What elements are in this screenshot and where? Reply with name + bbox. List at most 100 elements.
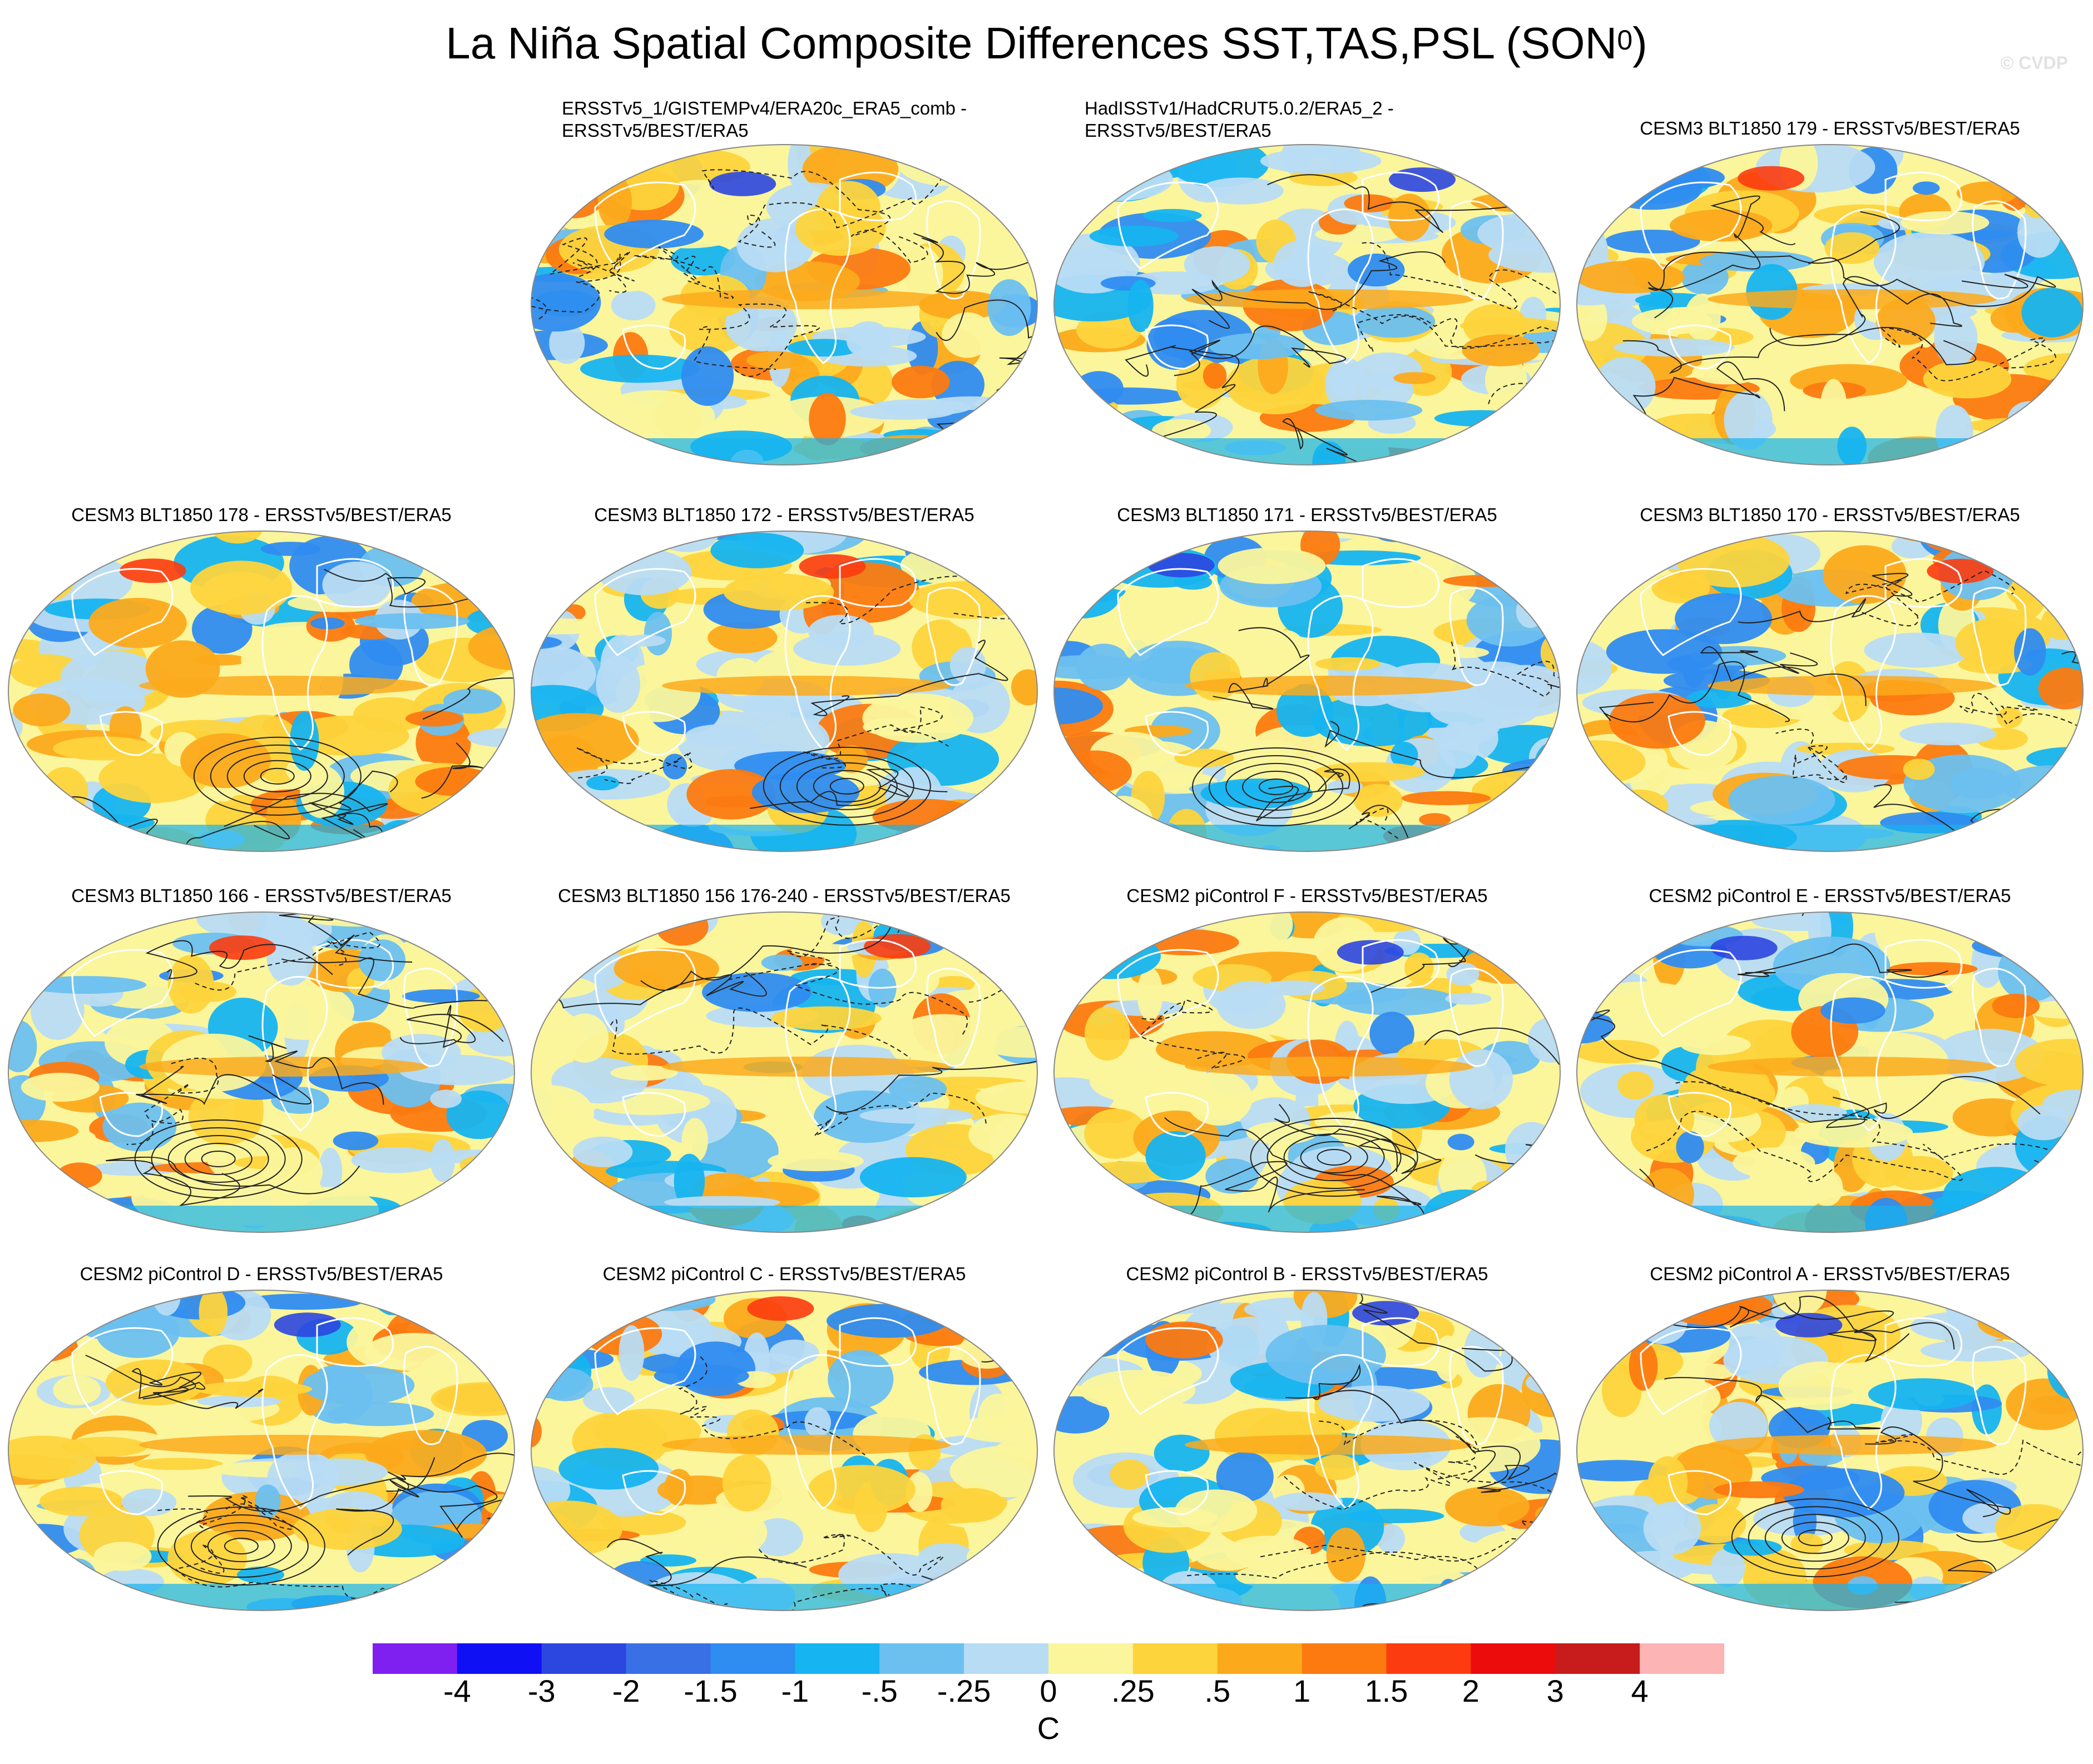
psl-contour-negative [1451, 641, 1560, 711]
anomaly-patch [1248, 740, 1297, 761]
anomaly-patch [981, 156, 1037, 169]
anomaly-patch [1461, 437, 1557, 465]
southern-ocean-anomaly [531, 438, 1037, 465]
equatorial-anomaly-band [1185, 289, 1474, 309]
southern-ocean-anomaly [8, 1584, 514, 1611]
psl-contour-positive [151, 1127, 286, 1191]
anomaly-patch [975, 1290, 1020, 1301]
anomaly-patch [1054, 967, 1066, 1013]
psl-contour-positive [184, 1142, 253, 1175]
anomaly-patch [1216, 1451, 1274, 1502]
anomaly-patch [1594, 357, 1656, 416]
anomaly-patch [293, 1508, 402, 1550]
colorbar-swatch [1302, 1643, 1387, 1674]
anomaly-patch [942, 312, 993, 358]
high-latitude-anomaly [274, 1312, 341, 1337]
anomaly-patch [960, 252, 1001, 298]
anomaly-patch [1175, 1489, 1258, 1533]
high-latitude-anomaly [1337, 940, 1404, 965]
anomaly-patch [1580, 1592, 1649, 1611]
anomaly-patch [1820, 379, 1847, 437]
panel-title: CESM2 piControl A - ERSSTv5/BEST/ERA5 [1568, 1263, 2091, 1307]
anomaly-patch [2042, 1290, 2083, 1317]
psl-contour-negative [693, 303, 820, 377]
anomaly-patch [1899, 722, 1996, 746]
anomaly-patch [1978, 912, 2002, 934]
anomaly-patch [963, 414, 1037, 462]
psl-contour-positive [1370, 912, 1525, 993]
anomaly-patch [1820, 997, 1886, 1024]
anomaly-patch [1469, 425, 1560, 447]
psl-contour-positive [324, 568, 505, 637]
psl-contour-negative [126, 1057, 219, 1145]
anomaly-patch [644, 612, 672, 656]
anomaly-patch [1581, 1332, 1627, 1352]
high-latitude-anomaly [1710, 935, 1778, 960]
anomaly-patch [613, 948, 719, 989]
coastline [1884, 558, 1963, 608]
high-latitude-anomaly [747, 1296, 814, 1321]
colorbar-tick-label: 1 [1293, 1673, 1310, 1704]
anomaly-patch [1054, 1584, 1109, 1611]
anomaly-patch [531, 1562, 600, 1610]
anomaly-patch [949, 1445, 1037, 1498]
anomaly-patch [531, 926, 643, 954]
anomaly-patch [1606, 629, 1722, 674]
anomaly-patch [1060, 157, 1173, 201]
coastline [1145, 324, 1209, 370]
anomaly-patch [426, 929, 514, 961]
anomaly-patch [1146, 318, 1205, 370]
anomaly-patch [987, 279, 1031, 336]
anomaly-patch [459, 1156, 500, 1175]
psl-contour-negative [678, 1356, 865, 1456]
anomaly-patch [1669, 209, 1773, 242]
coastline [403, 1346, 458, 1445]
coastline [1668, 711, 1732, 756]
psl-contour-positive [1174, 325, 1347, 376]
psl-contour-positive [1285, 1364, 1496, 1483]
anomaly-patch [892, 365, 950, 399]
anomaly-patch [1470, 1181, 1501, 1207]
colorbar-swatch [879, 1643, 964, 1674]
anomaly-patch [670, 243, 736, 276]
anomaly-patch [1273, 1492, 1343, 1511]
psl-contour-positive [1999, 1213, 2083, 1232]
anomaly-patch [890, 1014, 997, 1067]
psl-contour-positive [1225, 762, 1327, 811]
psl-contour-positive [224, 1538, 259, 1555]
map-field [531, 531, 1037, 851]
anomaly-patch [1691, 360, 1762, 385]
colorbar-unit: C [1037, 1711, 1060, 1746]
anomaly-patch [1186, 1071, 1253, 1126]
anomaly-patch [318, 1147, 343, 1196]
anomaly-patch [93, 1542, 152, 1571]
anomaly-patch [1997, 707, 2023, 729]
anomaly-patch [1651, 573, 1710, 603]
anomaly-patch [1353, 305, 1435, 338]
colorbar-tick-label: .25 [1111, 1673, 1155, 1704]
anomaly-patch [2006, 157, 2052, 193]
panel-title: CESM3 BLT1850 166 - ERSSTv5/BEST/ERA5 [0, 885, 523, 929]
anomaly-patch [8, 1188, 36, 1218]
anomaly-patch [467, 1173, 514, 1197]
southern-ocean-anomaly [531, 1206, 1037, 1232]
anomaly-patch [1921, 1340, 2032, 1362]
anomaly-patch [2043, 567, 2071, 607]
psl-contour-positive [201, 1150, 236, 1167]
anomaly-patch [8, 549, 22, 563]
high-latitude-anomaly [799, 554, 866, 579]
psl-contour-positive [386, 1414, 514, 1492]
anomaly-patch [436, 844, 514, 851]
anomaly-patch [1580, 1168, 1626, 1214]
anomaly-patch [13, 693, 71, 727]
psl-contour-negative [803, 706, 949, 769]
equatorial-anomaly-band [1708, 1057, 1997, 1077]
anomaly-patch [2014, 628, 2046, 676]
anomaly-patch [808, 1465, 916, 1515]
map-panel: CESM3 BLT1850 166 - ERSSTv5/BEST/ERA5 [0, 865, 523, 1254]
map-panel: CESM3 BLT1850 178 - ERSSTv5/BEST/ERA5 [0, 484, 523, 873]
anomaly-patch [1209, 333, 1305, 360]
anomaly-patch [597, 549, 692, 596]
anomaly-patch [808, 615, 874, 649]
anomaly-patch [21, 1073, 100, 1102]
